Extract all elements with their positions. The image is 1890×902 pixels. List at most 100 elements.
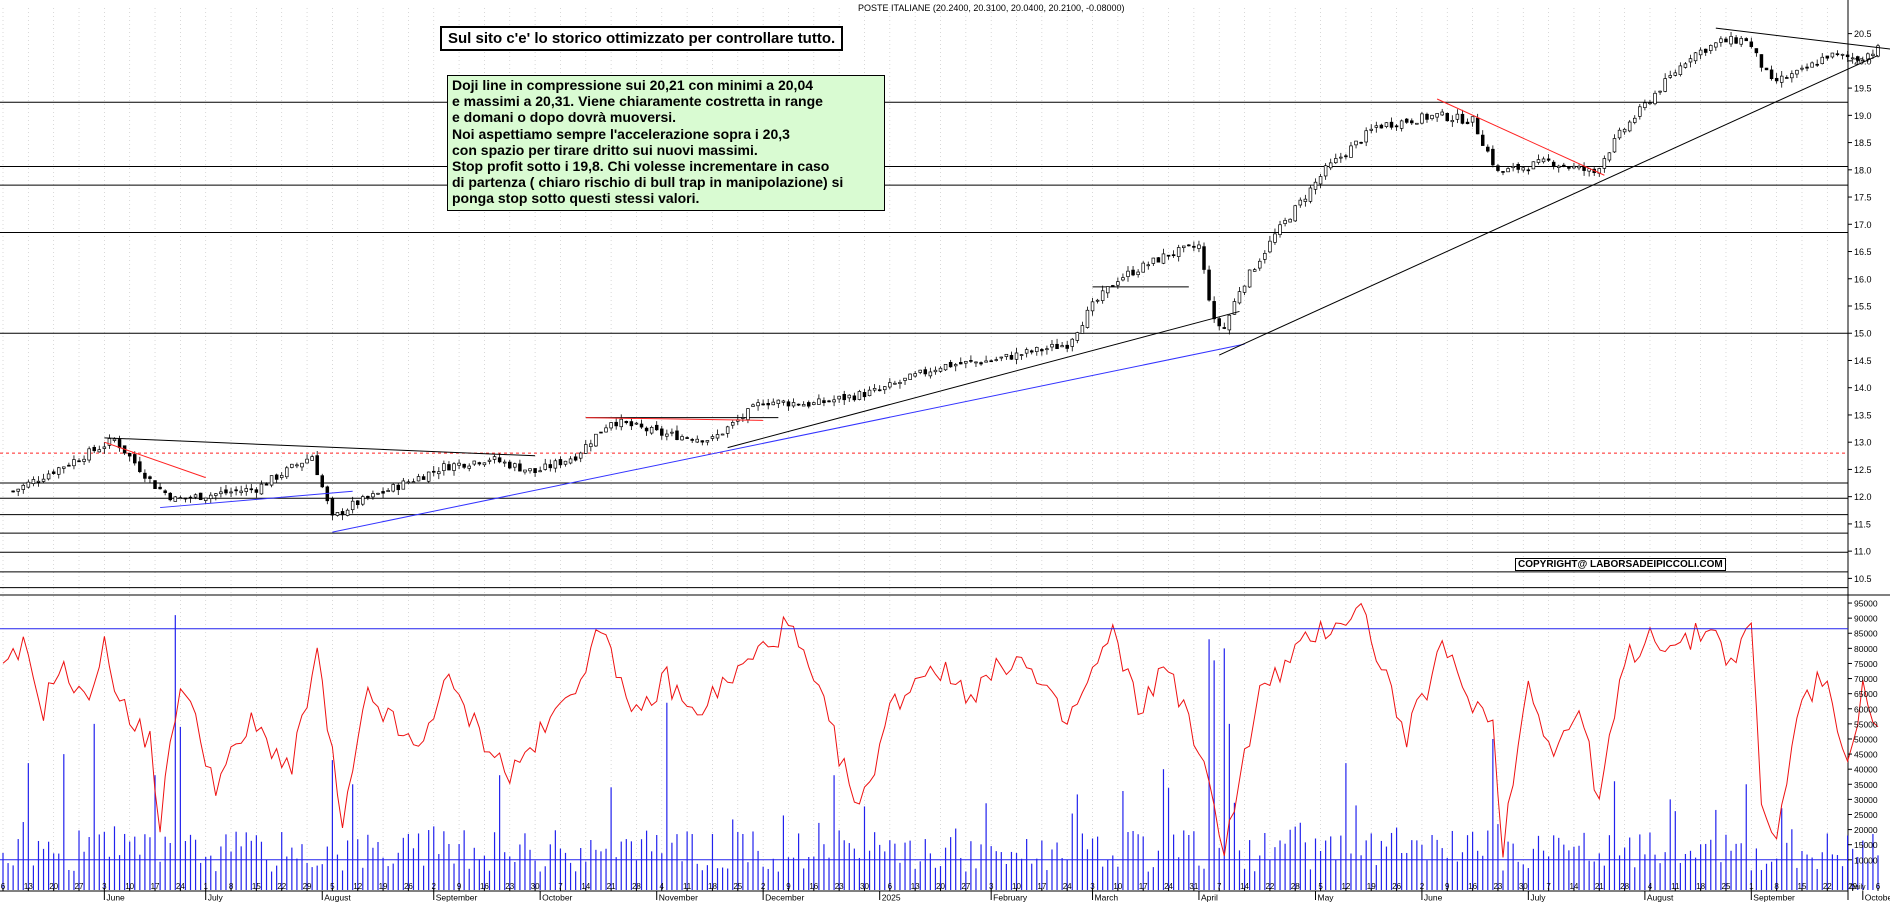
candle-body	[508, 461, 512, 469]
month-label: August	[1647, 893, 1674, 902]
candle-body	[335, 512, 340, 516]
price-tick-label: 13.0	[1854, 438, 1872, 448]
candle-body	[1779, 75, 1784, 83]
candle-body	[538, 470, 542, 473]
site-notice: Sul sito c'e' lo storico ottimizzato per…	[440, 26, 844, 51]
candle-body	[685, 437, 689, 439]
candle-body	[1247, 269, 1252, 288]
candle-body	[1359, 141, 1363, 144]
candle-body	[923, 369, 928, 375]
day-tick-label: 8	[229, 882, 234, 891]
candle-body	[725, 426, 730, 434]
day-tick-label: 26	[404, 882, 413, 891]
candle-body	[1045, 348, 1049, 351]
candle-body	[660, 428, 664, 436]
month-label: February	[993, 893, 1028, 902]
candle-body	[1703, 48, 1708, 53]
candle-body	[36, 480, 41, 483]
candle-body	[523, 469, 527, 473]
candle-body	[1394, 125, 1399, 128]
candle-body	[883, 386, 887, 391]
candle-body	[178, 497, 183, 500]
candle-body	[786, 401, 791, 407]
candle-body	[1060, 345, 1064, 348]
candle-body	[1785, 77, 1789, 79]
day-tick-label: 7	[558, 882, 563, 891]
candle-body	[1683, 63, 1688, 68]
day-tick-label: 3	[1090, 882, 1095, 891]
day-tick-label: 25	[1722, 882, 1731, 891]
day-tick-label: 21	[1595, 882, 1604, 891]
month-label: September	[1753, 893, 1795, 902]
candle-body	[690, 439, 694, 441]
candle-body	[999, 356, 1004, 359]
candle-body	[279, 474, 284, 478]
candle-body	[1871, 53, 1875, 57]
candle-body	[513, 463, 517, 468]
candle-body	[173, 496, 178, 502]
price-tick-label: 14.5	[1854, 356, 1872, 366]
candle-body	[198, 492, 203, 501]
candle-body	[1009, 355, 1014, 360]
candle-body	[437, 471, 441, 475]
candle-body	[310, 456, 314, 461]
candle-body	[1410, 120, 1414, 124]
day-tick-label: 23	[835, 882, 844, 891]
lower-tick-label: 55000	[1854, 719, 1878, 729]
candle-body	[447, 464, 451, 471]
candle-body	[1024, 349, 1029, 354]
candle-body	[1876, 45, 1880, 57]
candle-body	[1486, 146, 1490, 152]
day-tick-label: 27	[75, 882, 84, 891]
day-tick-label: 4	[1648, 882, 1653, 891]
candle-body	[92, 446, 96, 452]
candle-body	[1759, 54, 1764, 68]
candle-body	[1556, 165, 1561, 168]
price-tick-label: 20.5	[1854, 29, 1872, 39]
lower-axis: 10000 15000 20000 25000 30000 35000 40000 45000…	[0, 599, 1878, 865]
month-label: 2025	[882, 893, 901, 902]
candle-body	[77, 460, 81, 463]
candle-body	[680, 436, 684, 441]
candle-body	[300, 462, 304, 468]
candle-body	[1029, 350, 1034, 353]
candle-body	[1222, 327, 1227, 329]
lower-tick-label: 40000	[1854, 765, 1878, 775]
day-tick-label: 24	[1063, 882, 1072, 891]
candle-body	[143, 472, 147, 479]
candle-body	[426, 471, 431, 482]
candle-body	[1607, 152, 1612, 161]
candle-body	[730, 422, 735, 426]
candle-body	[21, 484, 26, 490]
day-tick-label: 28	[1291, 882, 1300, 891]
day-tick-label: 6	[1876, 882, 1881, 891]
candle-body	[1658, 90, 1662, 93]
candle-body	[1420, 113, 1424, 124]
candle-body	[163, 490, 167, 493]
comment-line: Stop profit sotto i 19,8. Chi volesse in…	[452, 158, 830, 175]
candle-body	[431, 470, 436, 473]
candle-body	[959, 362, 963, 365]
candle-body	[1207, 269, 1211, 301]
price-tick-label: 18.5	[1854, 138, 1872, 148]
candle-body	[1810, 62, 1814, 68]
day-tick-label: 12	[353, 882, 362, 891]
candle-body	[649, 427, 654, 434]
candle-body	[817, 398, 821, 405]
candle-body	[913, 373, 917, 377]
candle-body	[1698, 49, 1703, 56]
volume-bars	[2, 615, 1879, 890]
price-trendlines	[104, 27, 1890, 533]
candle-body	[989, 360, 993, 363]
comment-line: Noi aspettiamo sempre l'accelerazione so…	[452, 125, 790, 142]
candle-body	[1465, 121, 1470, 125]
candle-body	[350, 500, 355, 511]
candle-body	[264, 483, 269, 486]
candle-body	[1111, 285, 1115, 287]
candle-body	[1156, 257, 1161, 263]
candle-body	[1197, 244, 1201, 249]
candle-body	[1389, 121, 1394, 128]
candle-body	[97, 449, 102, 453]
day-tick-label: 5	[330, 882, 335, 891]
candle-body	[1501, 171, 1505, 173]
